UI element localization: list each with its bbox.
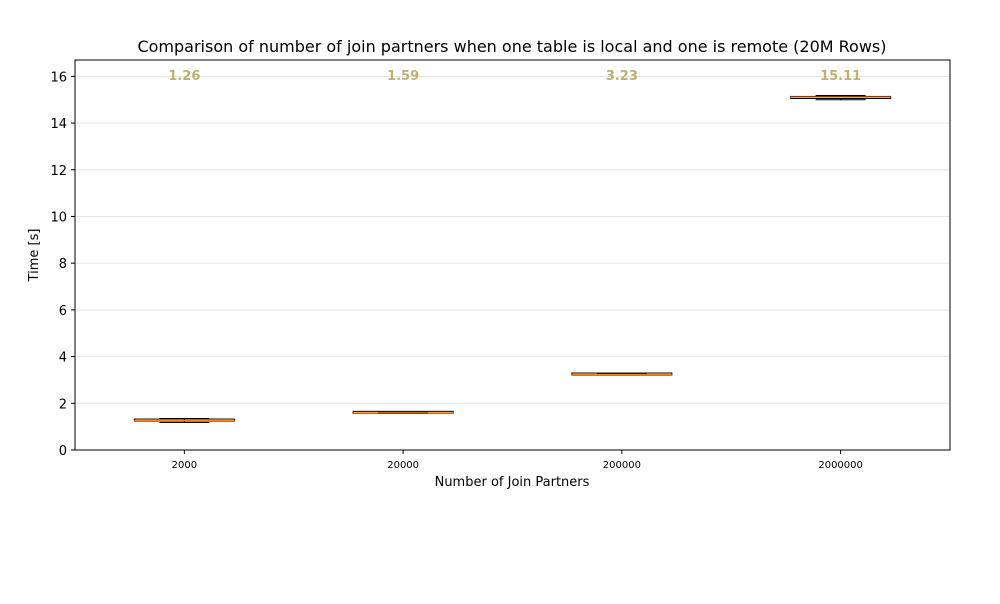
x-tick-label: 2000000 (818, 460, 863, 471)
y-tick-label: 8 (59, 257, 67, 272)
y-tick-label: 10 (50, 210, 67, 225)
axes: 0 2 4 6 8 10 12 14 16 2000 20000 200000 2000000 (50, 70, 862, 471)
y-tick-label: 6 (59, 304, 67, 319)
box-plot-20000 (352, 410, 454, 414)
box-plot-2000000 (790, 94, 892, 101)
y-tick-label: 2 (59, 397, 67, 412)
y-tick-label: 4 (59, 351, 67, 366)
y-axis-label: Time [s] (27, 229, 42, 283)
x-tick-label: 200000 (603, 460, 641, 471)
plot-area-frame (74, 59, 951, 451)
median-annotation: 15.11 (820, 69, 861, 84)
median-annotation: 1.26 (168, 69, 200, 84)
y-tick-label: 12 (50, 164, 67, 179)
median-annotation: 3.23 (606, 69, 638, 84)
x-axis-label: Number of Join Partners (435, 475, 590, 490)
x-tick-label: 20000 (387, 460, 419, 471)
x-tick-label: 2000 (172, 460, 197, 471)
median-annotations: 1.26 1.59 3.23 15.11 (168, 69, 861, 84)
y-tick-label: 0 (59, 444, 67, 459)
chart-title: Comparison of number of join partners wh… (137, 37, 886, 56)
box-plot-2000 (133, 417, 235, 423)
box-series (133, 94, 892, 423)
y-tick-label: 16 (50, 70, 67, 85)
grid-lines (75, 75, 950, 451)
median-annotation: 1.59 (387, 69, 419, 84)
box-plot-200000 (571, 372, 673, 376)
y-tick-label: 14 (50, 117, 67, 132)
